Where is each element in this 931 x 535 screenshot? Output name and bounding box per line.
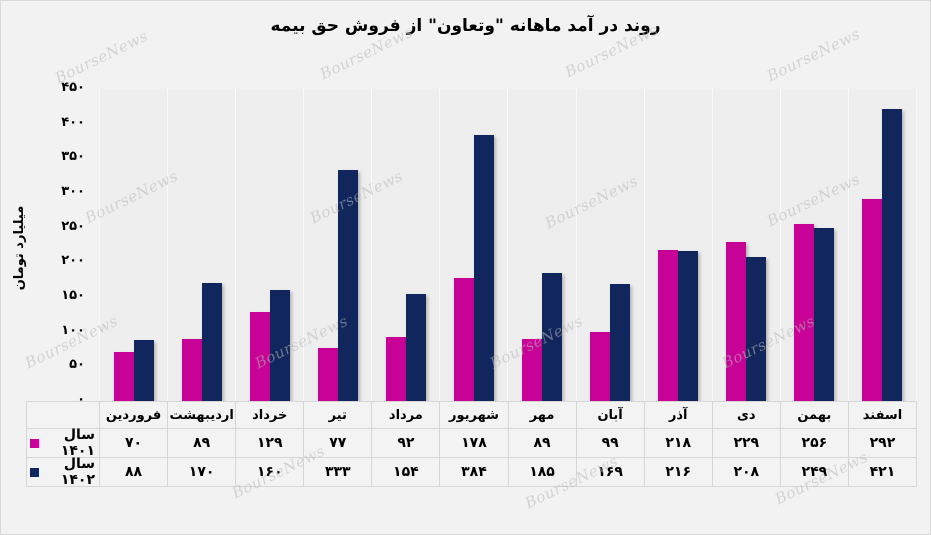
value-cell: ۳۸۴ [440, 458, 509, 487]
bar-series-2 [269, 290, 290, 401]
month-header-cell: اردیبهشت [168, 402, 237, 429]
y-tick-label: ۴۰۰ [61, 114, 85, 130]
month-header-cell: دی [712, 402, 781, 429]
month-header-cell: خرداد [236, 402, 305, 429]
value-cell: ۱۸۵ [508, 458, 577, 487]
plot-column [645, 89, 713, 401]
value-cell: ۸۸ [100, 458, 169, 487]
plot-column [577, 89, 645, 401]
bar-series-1 [794, 224, 815, 401]
plot-column [372, 89, 441, 401]
value-cell: ۲۹۲ [848, 429, 917, 458]
month-header-cell: مرداد [372, 402, 441, 429]
bar-series-1 [862, 199, 883, 401]
bar-series-1 [317, 348, 338, 401]
bar-series-2 [542, 273, 562, 401]
data-table: فروردین اردیبهشت خرداد تیر مرداد شهریور مهر آبا… [26, 401, 917, 488]
value-cell: ۱۲۹ [236, 429, 305, 458]
month-header-cell: فروردین [100, 402, 169, 429]
plot-column [781, 89, 849, 401]
bar-series-2 [746, 257, 767, 401]
plot-column [440, 89, 509, 401]
plot-column [168, 89, 237, 401]
y-tick-label: ۱۰۰ [61, 322, 85, 338]
legend-swatch-icon [30, 467, 39, 477]
month-header-cell: آذر [644, 402, 713, 429]
value-cell: ۱۷۸ [440, 429, 509, 458]
bar-series-1 [113, 352, 134, 401]
bar-series-1 [726, 242, 747, 401]
value-cell: ۲۴۹ [780, 458, 849, 487]
bar-series-2 [201, 283, 222, 401]
plot-column [100, 89, 169, 401]
bar-series-2 [133, 340, 154, 401]
bar-series-2 [337, 170, 358, 401]
plot-area [99, 89, 917, 401]
value-cell: ۹۹ [576, 429, 645, 458]
bar-series-1 [385, 337, 406, 401]
y-tick-label: ۳۰۰ [61, 184, 85, 199]
chart-title: روند در آمد ماهانه "وتعاون" از فروش حق ب… [270, 16, 661, 36]
value-cell: ۱۶۹ [576, 458, 645, 487]
value-cell: ۲۲۹ [712, 429, 781, 458]
bar-series-1 [590, 332, 611, 401]
month-header-cell: مهر [508, 402, 577, 429]
month-header-cell: آبان [576, 402, 645, 429]
table-corner-cell [27, 402, 100, 429]
plot-column [304, 89, 373, 401]
y-tick-label: ۲۰۰ [61, 253, 85, 269]
bar-series-1 [249, 312, 270, 401]
value-cell: ۸۹ [508, 429, 577, 458]
value-cell: ۳۳۳ [304, 458, 373, 487]
bar-series-2 [882, 109, 903, 401]
y-axis-title: میلیارد تومان [12, 205, 27, 291]
value-cell: ۱۷۰ [168, 458, 237, 487]
bar-series-2 [678, 251, 699, 401]
y-tick-label: ۲۵۰ [61, 218, 85, 234]
y-tick-label: ۴۵۰ [61, 80, 85, 95]
month-header-cell: تیر [304, 402, 373, 429]
legend-label: سال ۱۴۰۲ [60, 456, 95, 488]
y-tick-label: ۰ [77, 392, 85, 407]
value-cell: ۲۱۸ [644, 429, 713, 458]
value-cell: ۲۰۸ [712, 458, 781, 487]
y-tick-label: ۱۵۰ [61, 288, 85, 303]
legend-label: سال ۱۴۰۱ [60, 427, 95, 459]
value-cell: ۴۲۱ [848, 458, 917, 487]
bar-series-2 [610, 284, 631, 401]
bar-series-1 [453, 278, 474, 401]
value-cell: ۷۰ [100, 429, 169, 458]
value-cell: ۹۲ [372, 429, 441, 458]
plot-column [713, 89, 781, 401]
bar-series-1 [658, 250, 679, 401]
month-header-cell: شهریور [440, 402, 509, 429]
legend-swatch-icon [30, 438, 39, 448]
legend-cell-series-2: سال ۱۴۰۲ [27, 456, 100, 488]
value-cell: ۷۷ [304, 429, 373, 458]
y-tick-label: ۳۵۰ [61, 149, 85, 165]
value-cell: ۸۹ [168, 429, 237, 458]
y-tick-label: ۵۰ [69, 357, 85, 373]
plot-column [849, 89, 917, 401]
bar-series-2 [473, 135, 494, 401]
value-cell: ۱۵۴ [372, 458, 441, 487]
value-cell: ۲۵۶ [780, 429, 849, 458]
month-header-cell: بهمن [780, 402, 849, 429]
legend-cell-series-1: سال ۱۴۰۱ [27, 427, 100, 459]
month-header-cell: اسفند [848, 402, 917, 429]
bar-series-2 [405, 294, 426, 401]
value-cell: ۱۶۰ [236, 458, 305, 487]
bar-series-1 [522, 339, 542, 401]
plot-column [508, 89, 577, 401]
value-cell: ۲۱۶ [644, 458, 713, 487]
bar-series-1 [181, 339, 202, 401]
bar-series-2 [814, 228, 835, 401]
plot-column [236, 89, 305, 401]
